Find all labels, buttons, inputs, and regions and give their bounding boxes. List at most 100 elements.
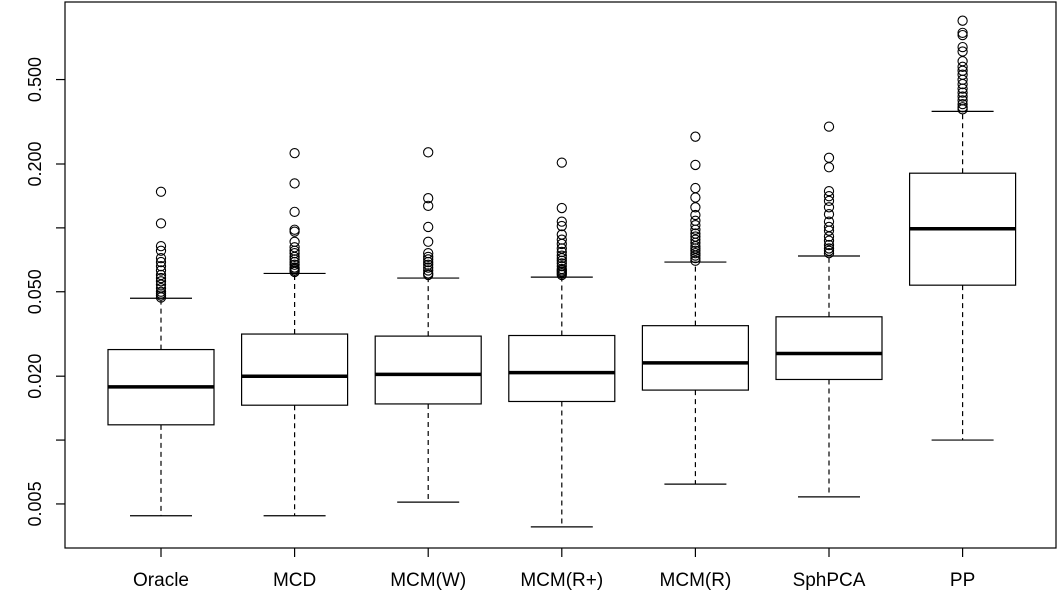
outlier-point (690, 224, 701, 235)
outlier-point (155, 265, 167, 276)
plot-area: 0.005 0.020 0.050 0.200 0.500 Oracle MCD MCM(W)… (25, 1, 1057, 591)
outlier-point (423, 265, 434, 276)
outlier-point (823, 195, 835, 207)
y-tick-label: 0.200 (25, 141, 45, 186)
outlier-point (823, 209, 835, 220)
outlier-point (957, 29, 968, 41)
outlier-point (289, 206, 300, 217)
iqr-box (641, 325, 750, 391)
outlier-point (556, 269, 567, 281)
outlier-point (823, 185, 835, 197)
y-tick-label: 0.500 (25, 57, 45, 102)
iqr-box (374, 335, 482, 405)
outlier-point (423, 254, 434, 265)
outlier-point (823, 239, 835, 251)
outlier-point (823, 191, 835, 202)
outlier-point (423, 193, 434, 204)
outlier-point (690, 245, 701, 256)
outlier-point (823, 202, 835, 213)
outlier-point (690, 237, 701, 249)
outlier-point (423, 259, 434, 270)
outlier-point (423, 269, 434, 281)
outlier-point (823, 243, 835, 254)
outlier-point (155, 272, 167, 284)
outlier-point (823, 121, 835, 132)
outlier-point (556, 157, 567, 168)
outlier-point (690, 209, 701, 221)
outlier-point (823, 248, 835, 259)
outlier-point (423, 236, 434, 247)
plot-frame (64, 1, 1057, 549)
outlier-point (690, 192, 701, 203)
outlier-point (289, 236, 300, 247)
outlier-point (957, 61, 968, 72)
outlier-point (823, 152, 835, 163)
outlier-point (690, 250, 701, 261)
outlier-point (556, 258, 567, 269)
outlier-point (556, 250, 567, 261)
outlier-point (957, 56, 968, 67)
outlier-point (423, 147, 434, 158)
x-tick-label: MCD (273, 570, 316, 591)
outlier-point (556, 238, 567, 250)
outlier-point (957, 78, 968, 90)
outlier-point (155, 245, 167, 256)
outlier-point (423, 221, 434, 233)
outlier-point (289, 256, 300, 268)
outlier-point (155, 186, 167, 197)
y-tick-label: 0.050 (25, 269, 45, 314)
outlier-point (690, 255, 701, 266)
x-tick-label: SphPCA (793, 570, 866, 591)
iqr-box (241, 333, 349, 406)
outlier-point (823, 225, 835, 236)
outlier-point (289, 178, 300, 189)
outlier-point (690, 131, 701, 142)
outlier-point (957, 83, 968, 94)
outlier-point (155, 276, 167, 287)
iqr-box (775, 316, 883, 381)
x-tick-label: MCM(R) (660, 570, 732, 591)
outlier-point (690, 219, 701, 231)
outlier-point (155, 292, 167, 303)
outlier-point (289, 259, 300, 270)
outlier-point (957, 87, 968, 98)
outlier-point (957, 91, 968, 102)
y-tick-label: 0.020 (25, 354, 45, 399)
outlier-point (423, 262, 434, 273)
outlier-point (690, 159, 701, 171)
outlier-point (155, 218, 167, 229)
outlier-point (556, 252, 567, 264)
outlier-point (690, 182, 701, 194)
outlier-point (155, 241, 167, 252)
outlier-point (823, 235, 835, 246)
outlier-point (155, 256, 167, 268)
outlier-point (823, 162, 835, 173)
outlier-point (289, 266, 300, 278)
outlier-point (957, 15, 968, 26)
outlier-point (556, 220, 567, 232)
outlier-point (423, 200, 434, 211)
outlier-point (155, 252, 167, 264)
outlier-point (823, 231, 835, 242)
x-tick-label: MCM(R+) (520, 570, 603, 591)
outlier-point (690, 252, 701, 264)
y-tick-label: 0.005 (25, 481, 45, 526)
outlier-point (957, 41, 968, 53)
outlier-point (823, 245, 835, 256)
outlier-point (423, 256, 434, 268)
outlier-point (556, 216, 567, 227)
x-tick-label: MCM(W) (390, 570, 466, 591)
outlier-point (289, 226, 300, 237)
outlier-point (289, 147, 300, 159)
outlier-point (423, 251, 434, 263)
outlier-point (690, 248, 701, 259)
outlier-point (690, 202, 701, 213)
outlier-point (556, 202, 567, 214)
iqr-box (508, 334, 616, 403)
outlier-point (289, 251, 300, 263)
outlier-point (957, 27, 968, 38)
outlier-point (957, 98, 968, 110)
x-tick-label: PP (950, 570, 975, 591)
x-tick-label: Oracle (133, 570, 189, 591)
